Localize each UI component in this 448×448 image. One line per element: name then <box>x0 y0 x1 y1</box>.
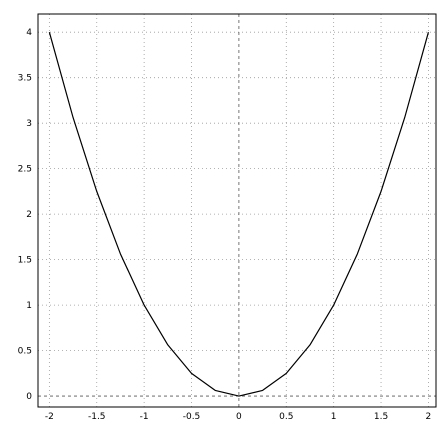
x-tick-label: -0.5 <box>183 412 201 422</box>
x-tick-label: 2 <box>426 412 432 422</box>
x-tick-label: -1.5 <box>88 412 106 422</box>
x-tick-label: -1 <box>140 412 149 422</box>
y-tick-label: 4 <box>26 28 32 38</box>
y-tick-label: 3 <box>26 119 32 129</box>
grid <box>38 14 436 407</box>
series-line <box>48 32 429 397</box>
y-tick-label: 1.5 <box>18 256 32 266</box>
x-tick-label: 1.5 <box>374 412 388 422</box>
x-tick-label: -2 <box>45 412 54 422</box>
series-layer <box>48 32 429 397</box>
x-tick-label: 1 <box>331 412 337 422</box>
y-tick-label: 0.5 <box>18 347 32 357</box>
y-tick-label: 2 <box>26 210 32 220</box>
y-tick-label: 2.5 <box>18 165 32 175</box>
y-tick-label: 0 <box>26 392 32 402</box>
y-tick-label: 3.5 <box>18 74 32 84</box>
tick-labels: -2 -1.5 -1 -0.5 0 0.5 1 1.5 2 0 0.5 1 1.5 2 2.5 3 3.5 4 <box>18 28 432 422</box>
plot-frame <box>37 13 437 408</box>
x-tick-label: 0 <box>236 412 242 422</box>
x-tick-label: 0.5 <box>279 412 293 422</box>
y-tick-label: 1 <box>26 301 32 311</box>
